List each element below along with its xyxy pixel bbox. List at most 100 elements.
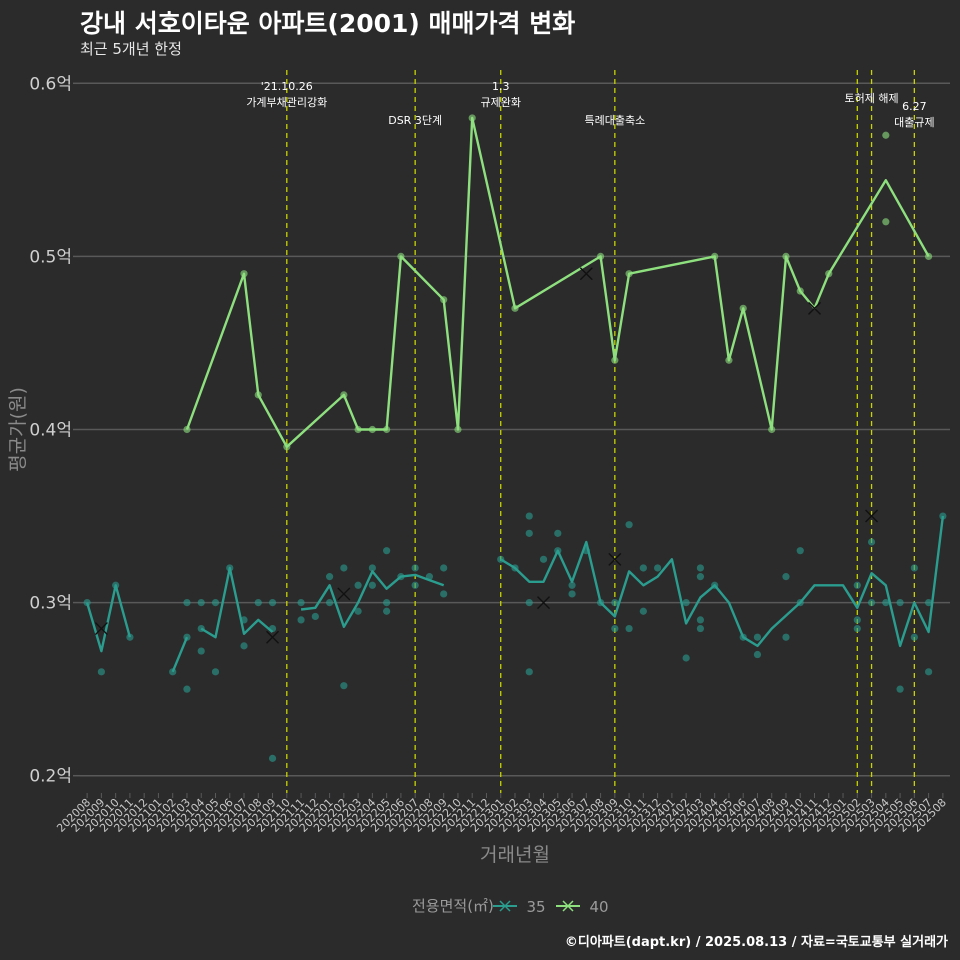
series-35-point (411, 581, 419, 589)
series-35-cross-marker (337, 587, 351, 601)
series-35-point (611, 624, 619, 633)
event-annotation: 대출규제 (894, 116, 934, 129)
series-35-cross-marker (537, 596, 551, 610)
series-35-cross-marker (266, 630, 280, 644)
event-annotation: 1.3 (492, 80, 510, 93)
series-35-point (383, 607, 391, 615)
series-35-point (97, 668, 105, 676)
y-axis-title: 평균가(원) (7, 387, 29, 472)
chart-title: 강내 서호이타운 아파트(2001) 매매가격 변화 (80, 9, 576, 38)
series-35-point (340, 564, 348, 572)
series-35-point (654, 564, 662, 572)
series-35-point (525, 529, 533, 537)
legend-label: 35 (526, 898, 545, 916)
y-tick-label: 0.5억 (29, 247, 72, 267)
series-35-point (611, 598, 619, 607)
series-35-point (682, 598, 690, 607)
source-caption: ©디아파트(dapt.kr) / 2025.08.13 / 자료=국토교통부 실… (564, 935, 948, 950)
y-tick-label: 0.6억 (29, 74, 72, 94)
series-35-point (682, 654, 690, 662)
series-35-point (325, 598, 334, 607)
series-35-point (625, 624, 633, 633)
series-35-point (696, 573, 705, 581)
series-35-line (200, 566, 445, 639)
event-annotation: 가계부채관리강화 (246, 96, 327, 109)
series-35-point (525, 668, 533, 676)
event-annotation: 6.27 (902, 100, 927, 113)
series-35-point (867, 598, 876, 607)
series-35-point (340, 682, 348, 690)
series-35-point (411, 564, 419, 572)
y-tick-label: 0.3억 (29, 594, 72, 614)
series-35-cross-marker (865, 509, 879, 523)
event-annotation: 특례대출축소 (584, 114, 645, 127)
series-35-point (254, 598, 262, 607)
series-35-point (126, 633, 134, 641)
event-annotation: '21.10.26 (261, 80, 313, 93)
series-35-point (696, 616, 705, 624)
series-35-point (696, 564, 705, 572)
series-35-point (525, 598, 533, 607)
event-annotation: 토허제 해제 (845, 91, 899, 105)
series-35-point (554, 529, 562, 537)
series-35-point (183, 598, 191, 607)
series-35-cross-marker (94, 622, 108, 636)
series-35-point (867, 538, 876, 546)
series-35-point (211, 598, 220, 607)
series-35-point (440, 564, 448, 572)
series-35-point (853, 616, 861, 624)
series-35-point (910, 633, 918, 641)
series-35-point (311, 612, 319, 621)
x-axis-title: 거래년월 (480, 844, 550, 866)
series-35-point (297, 598, 305, 607)
legend-label: 40 (589, 898, 608, 916)
series-35-cross-marker (608, 552, 622, 566)
event-annotation: DSR 3단계 (388, 114, 442, 127)
legend-key-40-cross (562, 900, 574, 912)
series-35-point (268, 598, 277, 607)
series-35-point (197, 647, 205, 655)
series-35-point (383, 547, 391, 555)
series-35-point (853, 624, 861, 633)
legend-title: 전용면적(㎡) (412, 897, 494, 915)
series-35-point (639, 607, 647, 615)
series-40-cross-marker (579, 267, 593, 281)
series-35-point (354, 581, 362, 589)
y-tick-label: 0.2억 (29, 767, 72, 787)
series-35-point (268, 754, 277, 762)
series-35-point (925, 598, 933, 607)
series-35-point (368, 581, 376, 589)
series-35-point (896, 598, 904, 607)
series-35-point (440, 590, 448, 598)
series-35-point (853, 581, 861, 589)
series-35-point (354, 607, 362, 615)
series-35-point (297, 616, 305, 624)
event-annotation: 규제완화 (480, 96, 520, 109)
series-35-point (525, 512, 533, 520)
series-35-point (539, 555, 548, 563)
series-40-line (185, 116, 930, 448)
series-35-point (568, 590, 576, 598)
series-35-point (753, 650, 762, 659)
legend-key-35-cross (499, 900, 511, 912)
series-35-point (325, 573, 334, 581)
series-35-point (696, 624, 705, 633)
series-35-point (639, 564, 647, 572)
chart-subtitle: 최근 5개년 한정 (80, 40, 182, 58)
series-35-point (796, 547, 804, 555)
y-tick-label: 0.4억 (29, 421, 72, 441)
series-40-point (882, 131, 890, 139)
series-35-point (211, 668, 220, 676)
series-35-point (383, 598, 391, 607)
series-35-point (925, 668, 933, 676)
series-35-point (197, 598, 205, 607)
series-35-point (240, 642, 248, 650)
series-35-point (882, 598, 890, 607)
series-35-point (568, 581, 576, 589)
series-35-point (625, 521, 633, 529)
series-40-cross-marker (808, 301, 822, 315)
series-35-point (753, 633, 762, 641)
series-35-point (183, 685, 191, 693)
